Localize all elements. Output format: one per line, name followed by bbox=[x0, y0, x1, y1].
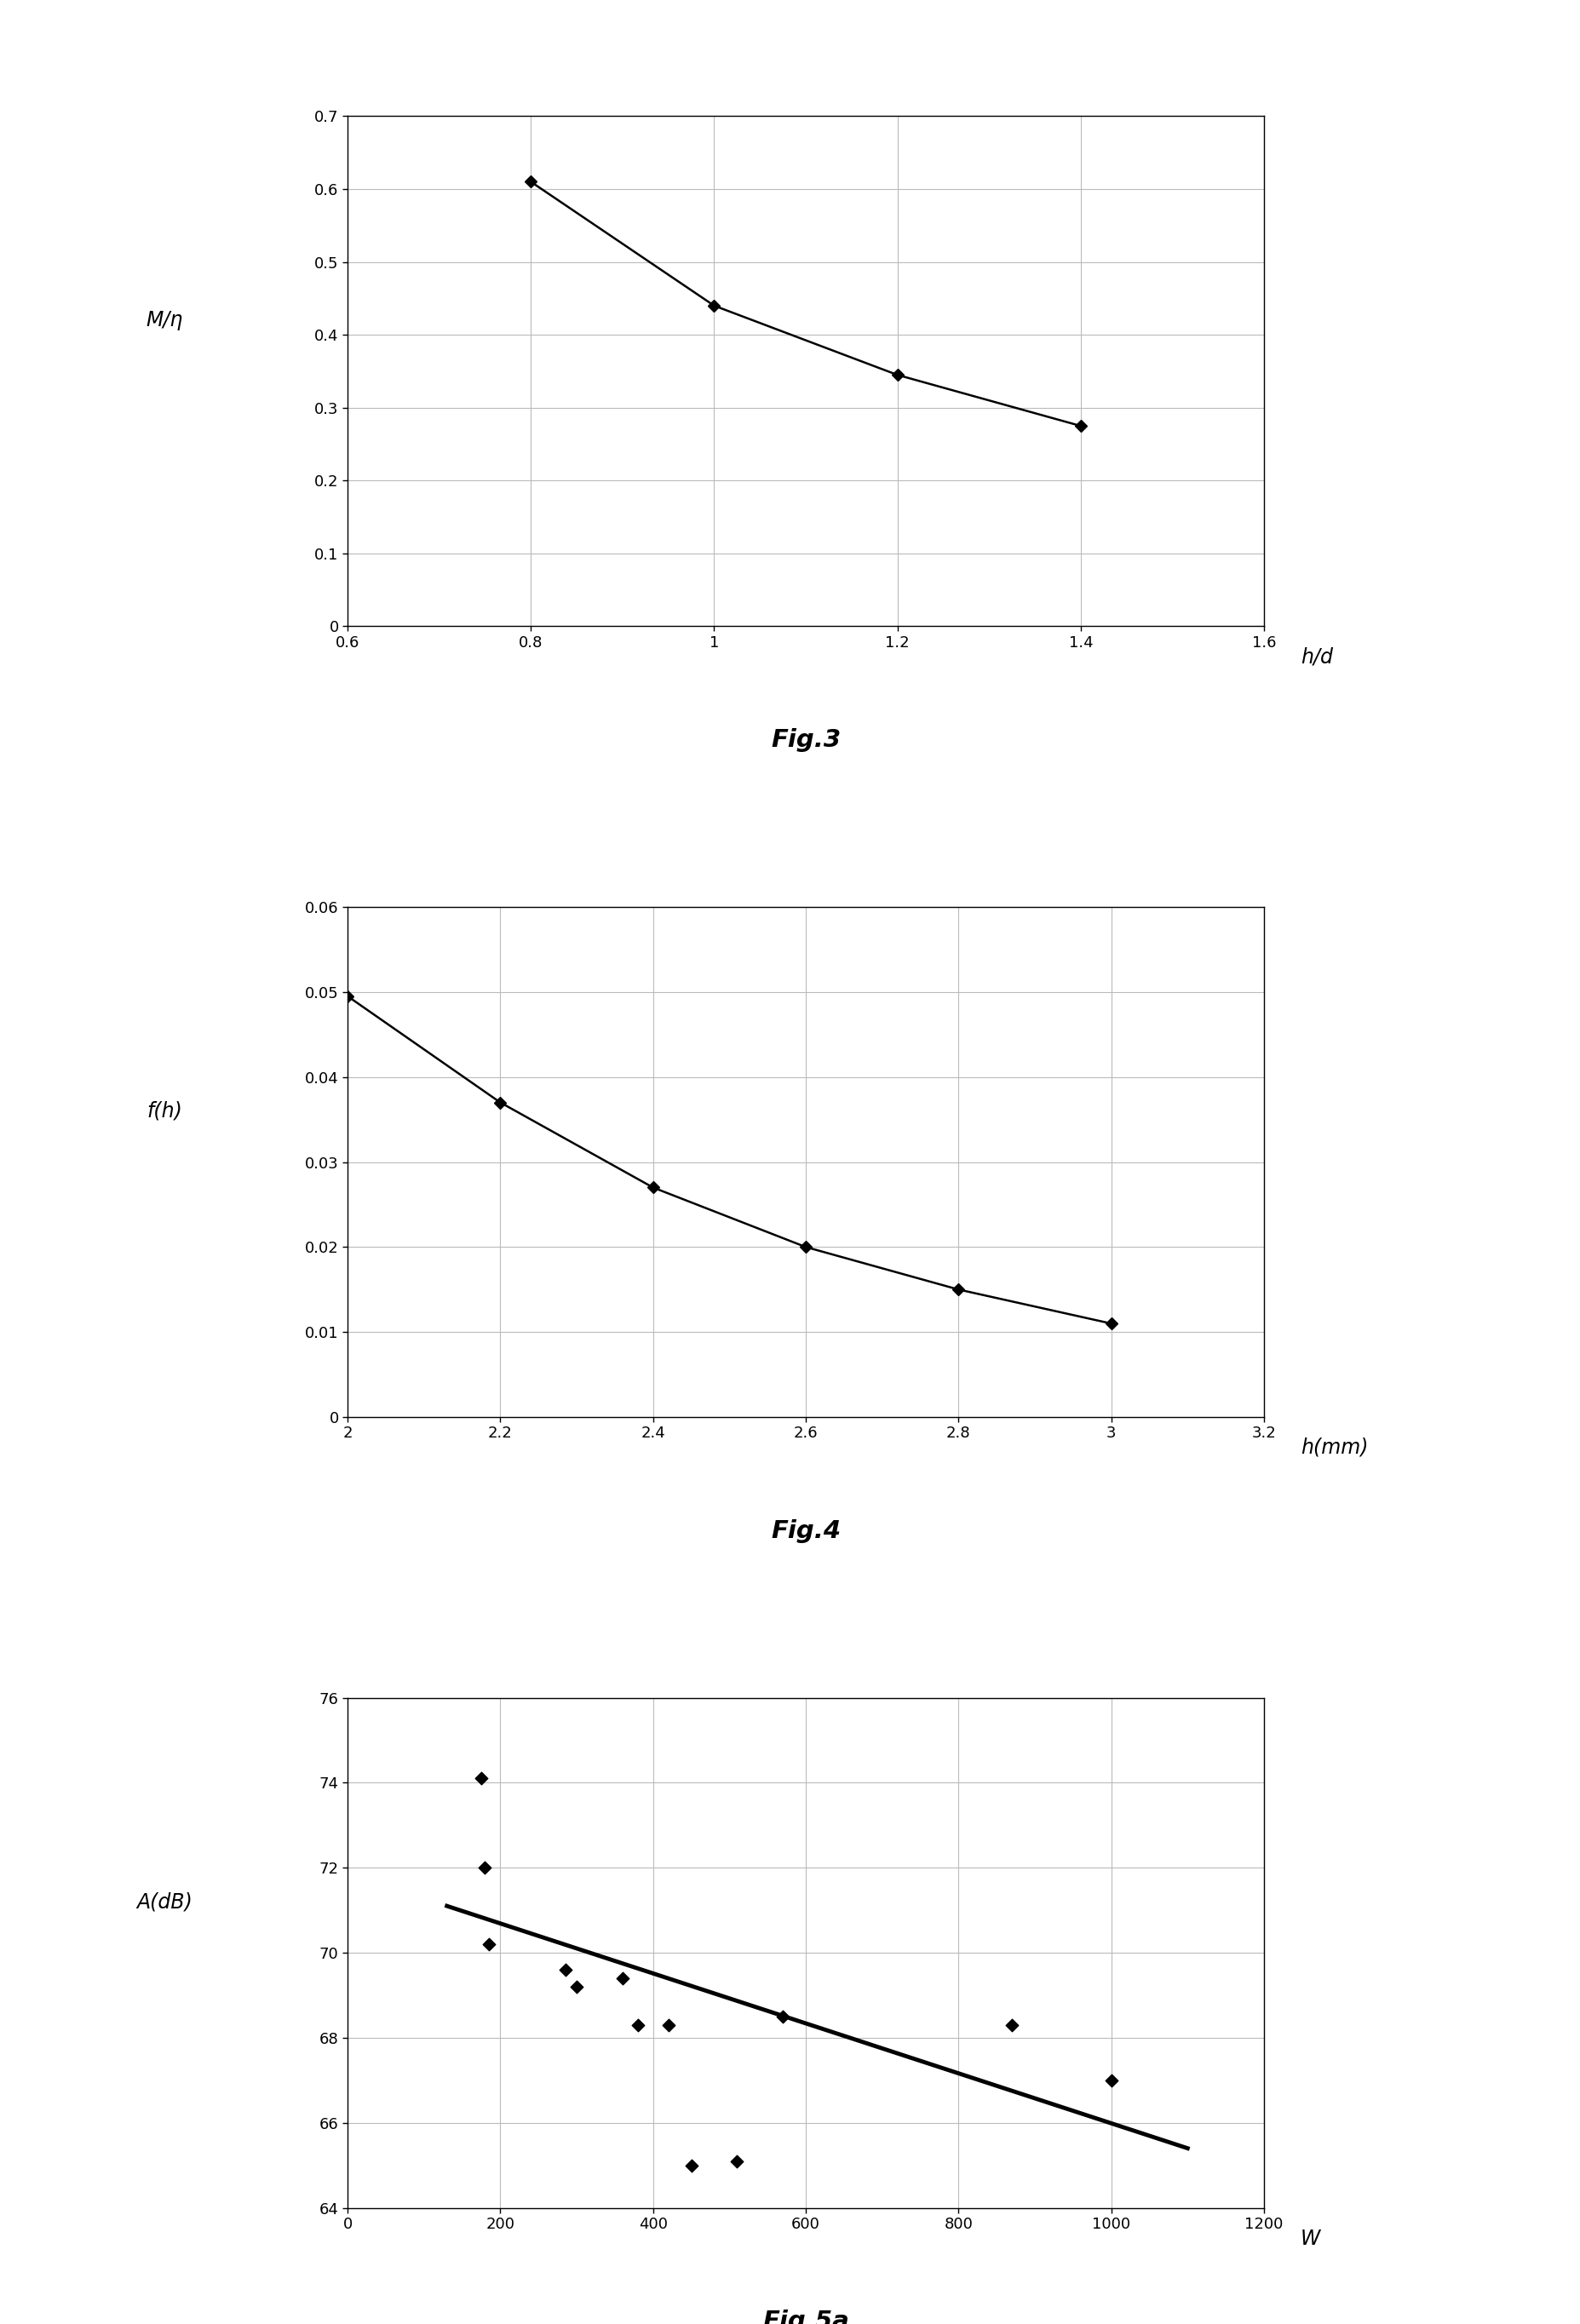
Point bbox=[679, 2147, 705, 2185]
Point bbox=[469, 1759, 495, 1796]
Text: f(h): f(h) bbox=[147, 1102, 182, 1120]
Text: Fig.3: Fig.3 bbox=[771, 727, 841, 753]
Point bbox=[1000, 2006, 1025, 2043]
Text: h(mm): h(mm) bbox=[1300, 1439, 1368, 1457]
Point bbox=[725, 2143, 750, 2180]
Point bbox=[553, 1952, 578, 1989]
Point bbox=[771, 1999, 796, 2036]
Point bbox=[626, 2006, 651, 2043]
Text: h/d: h/d bbox=[1300, 646, 1334, 667]
Point bbox=[472, 1850, 498, 1887]
Text: W: W bbox=[1300, 2229, 1321, 2250]
Point bbox=[476, 1927, 501, 1964]
Text: M/η: M/η bbox=[145, 309, 183, 330]
Text: Fig.5a: Fig.5a bbox=[763, 2310, 848, 2324]
Text: A(dB): A(dB) bbox=[136, 1892, 193, 1913]
Text: Fig.4: Fig.4 bbox=[771, 1520, 841, 1543]
Point bbox=[564, 1968, 589, 2006]
Point bbox=[656, 2006, 681, 2043]
Point bbox=[610, 1959, 635, 1996]
Point bbox=[1098, 2061, 1123, 2099]
